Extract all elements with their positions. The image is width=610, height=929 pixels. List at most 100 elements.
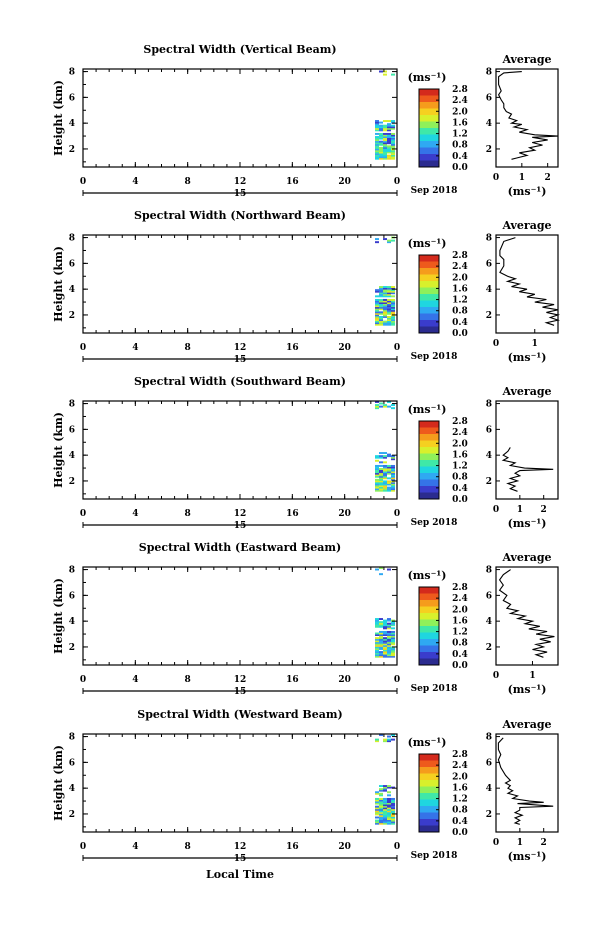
y-tick-label: 8 <box>69 400 75 410</box>
heatmap-cell <box>375 312 379 315</box>
heatmap-cell <box>383 652 387 655</box>
heatmap-cell <box>379 132 383 135</box>
heatmap-cell <box>391 319 395 322</box>
colorbar-frame <box>418 420 440 500</box>
heatmap-cell <box>375 618 379 621</box>
y-axis-label: Height (km) <box>52 412 65 488</box>
x-tick-label: 16 <box>286 177 299 187</box>
date-label: Sep 2018 <box>411 518 458 528</box>
heatmap-cell <box>391 305 395 308</box>
heatmap-cell <box>383 293 387 296</box>
heatmap-cell <box>379 788 383 791</box>
heatmap-cell <box>387 635 391 638</box>
heatmap-cell <box>387 295 391 298</box>
colorbar-segment <box>419 434 439 441</box>
heatmap-cell <box>375 485 379 488</box>
heatmap-cell <box>383 287 387 290</box>
colorbar-tick-label: 0.4 <box>452 484 468 494</box>
heatmap-cell <box>375 156 379 159</box>
heatmap-cell <box>375 290 379 293</box>
heatmap-cell <box>375 319 379 322</box>
heatmap-cell <box>379 311 383 314</box>
heatmap-cell <box>391 140 395 143</box>
date-label: Sep 2018 <box>411 186 458 196</box>
average-y-tick-label: 4 <box>486 617 492 627</box>
heatmap-cell <box>379 635 383 638</box>
heatmap-cell <box>391 801 395 803</box>
average-y-tick-label: 8 <box>486 68 492 78</box>
y-tick-label: 4 <box>69 119 75 129</box>
colorbar-tick-label: 0.0 <box>452 329 468 339</box>
colorbar-segment <box>419 141 439 148</box>
heatmap-cell <box>383 142 387 145</box>
heatmap-cell <box>375 121 379 124</box>
heatmap-cell <box>375 632 379 635</box>
average-profile-line <box>497 71 559 160</box>
heatmap-cell <box>383 622 387 625</box>
date-label: Sep 2018 <box>411 851 458 861</box>
heatmap-cell <box>387 293 391 296</box>
heatmap-cell <box>383 139 387 142</box>
heatmap-cell <box>383 471 387 474</box>
heatmap-cell <box>383 303 387 306</box>
heatmap-cell <box>379 799 383 802</box>
colorbar-tick-label: 1.2 <box>452 795 468 805</box>
heatmap-cell <box>375 407 379 410</box>
heatmap-cell <box>391 308 395 311</box>
heatmap-cell <box>375 139 379 142</box>
colorbar-segment <box>419 799 439 807</box>
heatmap-cell <box>375 238 379 241</box>
heatmap-cell <box>387 808 391 811</box>
average-x-tick-label: 1 <box>529 671 535 681</box>
heatmap-cell <box>379 315 383 318</box>
average-x-tick-label: 2 <box>541 838 547 848</box>
colorbar-unit: (ms⁻¹) <box>408 237 447 250</box>
heatmap-cell <box>387 627 391 630</box>
heatmap-cell <box>375 816 379 819</box>
average-y-tick-label: 6 <box>486 591 492 601</box>
heatmap-cell <box>375 129 379 132</box>
heatmap-cell <box>379 471 383 474</box>
heatmap-cell <box>391 120 395 123</box>
heatmap-cell <box>391 323 395 326</box>
heatmap-cell <box>383 469 387 472</box>
heatmap-cell <box>383 822 387 825</box>
heatmap-cell <box>391 807 395 810</box>
heatmap-cell <box>375 320 379 323</box>
heatmap-cell <box>383 477 387 480</box>
heatmap-cell <box>387 740 391 743</box>
heatmap-cell <box>387 302 391 304</box>
heatmap-cell <box>383 488 387 491</box>
heatmap-cell <box>379 303 383 306</box>
heatmap-cell <box>383 153 387 156</box>
panel-1: Spectral Width (Vertical Beam) 2 4 6 8 Height… <box>52 43 559 199</box>
heatmap-cell <box>375 738 379 741</box>
heatmap-cell <box>391 132 395 135</box>
average-y-tick-label: 4 <box>486 285 492 295</box>
heatmap-cell <box>387 286 391 289</box>
heatmap-cell <box>379 488 383 491</box>
heatmap-cell <box>387 146 391 149</box>
heatmap-cell <box>387 139 391 142</box>
x-tick-label: 0 <box>80 343 86 353</box>
heatmap-cell <box>375 624 379 627</box>
colorbar-tick-label: 0.4 <box>452 650 468 660</box>
heatmap-cell <box>391 298 395 301</box>
heatmap-cell <box>387 483 391 486</box>
heatmap-cell <box>379 295 383 298</box>
heatmap-cell <box>391 799 395 802</box>
colorbar-tick-label: 0.0 <box>452 495 468 505</box>
average-title: Average <box>501 718 551 731</box>
heatmap-cell <box>379 480 383 483</box>
heatmap-cell <box>379 478 383 481</box>
heatmap-cell <box>387 794 391 797</box>
colorbar-tick-label: 2.4 <box>452 594 468 604</box>
heatmap-cell <box>379 322 383 325</box>
heatmap-cell <box>379 124 383 127</box>
y-tick-label: 8 <box>69 68 75 78</box>
heatmap-cell <box>383 797 387 800</box>
heatmap-cell <box>379 302 383 304</box>
heatmap-cell <box>383 786 387 789</box>
heatmap-cell <box>379 821 383 824</box>
heatmap-cell <box>379 792 383 795</box>
